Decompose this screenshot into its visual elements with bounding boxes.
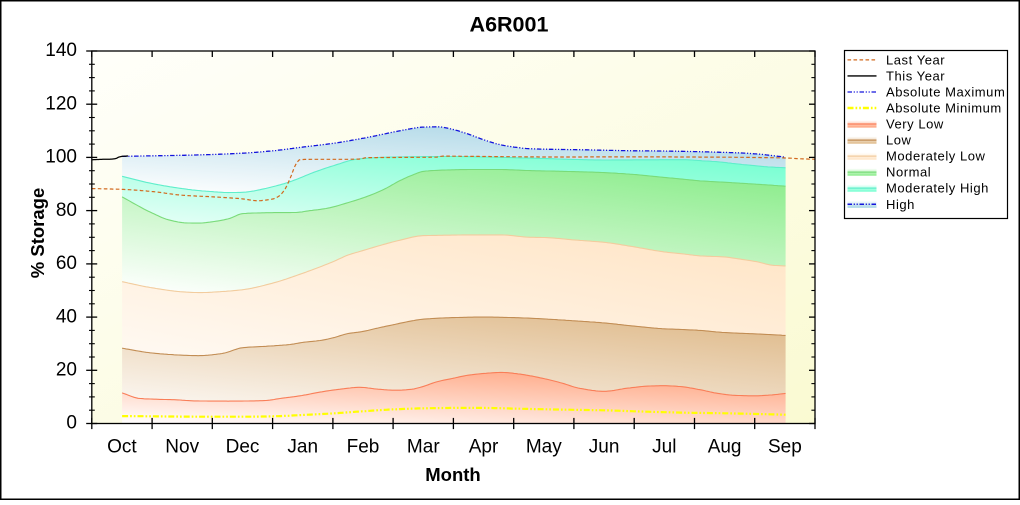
svg-text:60: 60 — [56, 253, 77, 274]
svg-text:20: 20 — [56, 360, 77, 381]
svg-text:Absolute Maximum: Absolute Maximum — [886, 85, 1005, 100]
svg-text:May: May — [526, 436, 562, 457]
svg-text:80: 80 — [56, 200, 77, 221]
svg-text:Nov: Nov — [165, 436, 199, 457]
svg-text:Feb: Feb — [347, 436, 380, 457]
svg-text:Apr: Apr — [469, 436, 499, 457]
svg-text:This Year: This Year — [886, 69, 945, 84]
svg-text:Absolute Minimum: Absolute Minimum — [886, 101, 1002, 116]
svg-text:Mar: Mar — [407, 436, 440, 457]
svg-text:Low: Low — [886, 133, 912, 148]
svg-text:140: 140 — [45, 40, 77, 61]
svg-text:% Storage: % Storage — [27, 188, 48, 278]
svg-text:Moderately Low: Moderately Low — [886, 149, 986, 164]
svg-text:Last Year: Last Year — [886, 53, 945, 68]
svg-text:A6R001: A6R001 — [470, 13, 549, 37]
svg-text:High: High — [886, 197, 915, 212]
svg-text:Month: Month — [425, 464, 480, 485]
svg-text:Jan: Jan — [287, 436, 318, 457]
svg-text:0: 0 — [66, 413, 77, 434]
svg-text:Jun: Jun — [589, 436, 620, 457]
svg-text:Moderately High: Moderately High — [886, 181, 989, 196]
svg-text:Very Low: Very Low — [886, 117, 944, 132]
svg-text:100: 100 — [45, 147, 77, 168]
svg-text:Jul: Jul — [652, 436, 676, 457]
svg-text:Sep: Sep — [768, 436, 802, 457]
svg-text:Aug: Aug — [708, 436, 742, 457]
svg-text:Oct: Oct — [107, 436, 137, 457]
svg-text:Dec: Dec — [226, 436, 260, 457]
svg-text:120: 120 — [45, 93, 77, 114]
svg-text:Normal: Normal — [886, 165, 931, 180]
svg-text:40: 40 — [56, 306, 77, 327]
